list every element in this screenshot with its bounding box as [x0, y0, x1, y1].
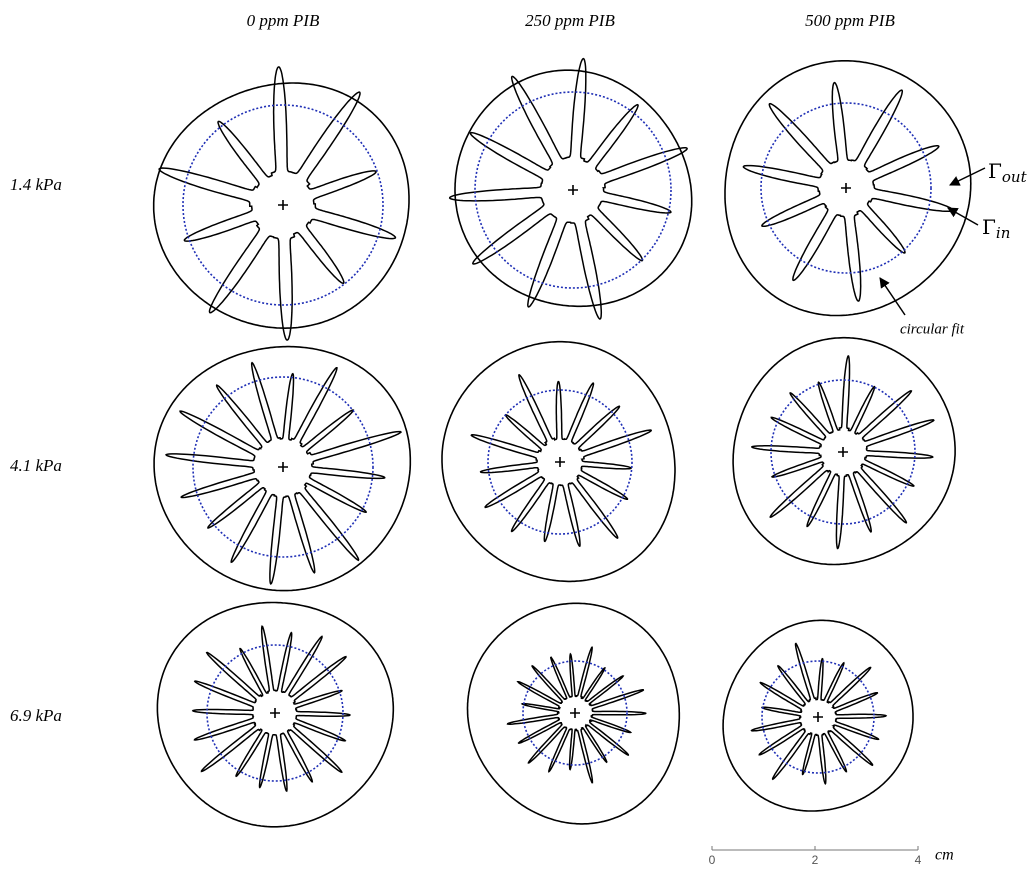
- inner-boundary: [158, 66, 397, 341]
- circular-fit: [760, 102, 932, 274]
- outer-boundary: [732, 336, 956, 566]
- inner-boundary: [165, 361, 403, 585]
- circular-fit: [206, 644, 344, 782]
- outer-boundary: [156, 601, 395, 828]
- center-cross: [841, 183, 851, 193]
- center-cross: [570, 708, 580, 718]
- circular-fit: [487, 389, 633, 535]
- outer-boundary: [722, 619, 914, 812]
- panels: [152, 57, 972, 828]
- inner-boundary: [448, 57, 688, 320]
- inner-boundary: [191, 625, 351, 793]
- column-label: 0 ppm PIB: [247, 11, 320, 30]
- inner-boundary: [750, 642, 888, 785]
- subscript: in: [996, 224, 1010, 242]
- center-cross: [555, 457, 565, 467]
- circular-fit: [182, 104, 384, 306]
- inner-boundary: [506, 646, 647, 784]
- outer-boundary: [724, 60, 972, 317]
- circular-fit: [770, 379, 916, 525]
- arrow: [947, 207, 979, 226]
- center-cross: [568, 185, 578, 195]
- outer-boundary: [466, 602, 681, 825]
- scale-bar: cm 0 2 4: [709, 846, 954, 867]
- center-cross: [278, 462, 288, 472]
- inner-boundary: [742, 81, 954, 302]
- center-cross: [813, 712, 823, 722]
- outer-boundary: [454, 69, 693, 308]
- gamma-in-label: Γin: [982, 215, 1010, 243]
- subscript: out: [1002, 168, 1028, 186]
- circular-fit: [474, 91, 672, 289]
- outer-boundary: [152, 82, 410, 330]
- circular-fit: [522, 660, 628, 766]
- circular-fit: [761, 660, 875, 774]
- scale-unit: cm: [935, 847, 954, 864]
- circular-fit: [192, 376, 374, 558]
- symbol: Γ: [982, 215, 996, 239]
- symbol: Γ: [988, 159, 1002, 183]
- center-cross: [270, 708, 280, 718]
- gamma-out-label: Γout: [988, 159, 1028, 187]
- scale-tick-label: 4: [915, 853, 922, 867]
- scale-tick-label: 0: [709, 853, 716, 867]
- inner-boundary: [751, 355, 935, 550]
- row-label: 6.9 kPa: [10, 706, 62, 725]
- column-label: 250 ppm PIB: [525, 11, 615, 30]
- inner-boundary: [470, 373, 653, 547]
- scale-tick-label: 2: [812, 853, 819, 867]
- outer-boundary: [441, 340, 676, 583]
- outer-boundary: [153, 345, 412, 592]
- arrow: [879, 277, 906, 316]
- row-label: 4.1 kPa: [10, 456, 62, 475]
- center-cross: [278, 200, 288, 210]
- arrow: [949, 167, 986, 186]
- row-label: 1.4 kPa: [10, 175, 62, 194]
- column-label: 500 ppm PIB: [805, 11, 895, 30]
- circular-fit-label: circular fit: [900, 321, 965, 337]
- center-cross: [838, 447, 848, 457]
